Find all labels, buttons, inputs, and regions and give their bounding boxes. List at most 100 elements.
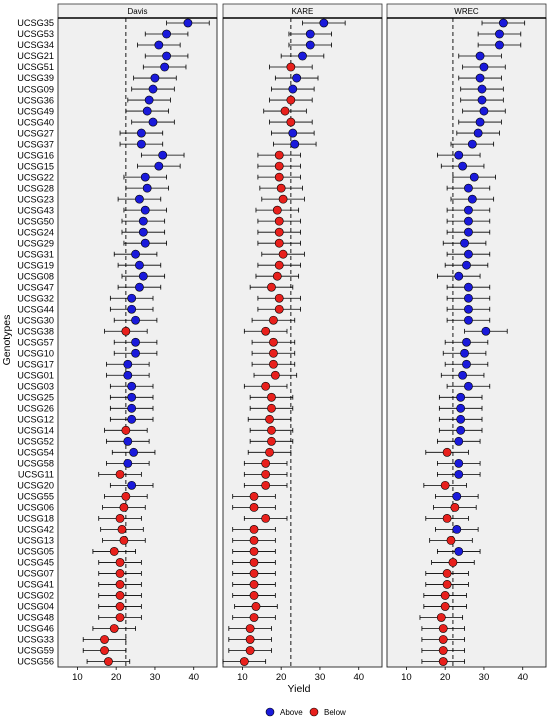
y-tick-label: UCSG58 bbox=[17, 459, 54, 469]
data-point bbox=[249, 569, 259, 578]
data-point bbox=[249, 536, 259, 545]
data-point bbox=[464, 249, 473, 259]
data-point bbox=[305, 40, 315, 50]
data-point bbox=[456, 425, 466, 435]
data-point bbox=[274, 227, 284, 237]
data-point bbox=[154, 40, 164, 50]
data-point bbox=[249, 613, 259, 622]
data-point bbox=[464, 293, 473, 303]
y-tick-label: UCSG12 bbox=[17, 415, 54, 425]
data-point bbox=[462, 359, 471, 369]
data-point bbox=[477, 84, 487, 94]
data-point bbox=[460, 238, 469, 248]
data-point bbox=[239, 657, 249, 666]
data-point bbox=[438, 657, 448, 666]
data-point bbox=[142, 106, 152, 116]
data-point bbox=[464, 381, 473, 391]
data-point bbox=[119, 536, 129, 545]
data-point bbox=[446, 536, 456, 545]
y-tick-label: UCSG38 bbox=[17, 326, 54, 336]
data-point bbox=[162, 51, 171, 61]
data-point bbox=[115, 558, 125, 567]
data-point bbox=[452, 524, 462, 534]
data-point bbox=[261, 326, 271, 336]
data-point bbox=[495, 29, 504, 39]
y-tick-label: UCSG07 bbox=[17, 569, 54, 579]
legend-label-above: Above bbox=[280, 708, 303, 717]
legend: Above Below bbox=[265, 707, 346, 717]
legend-key-above bbox=[265, 707, 275, 717]
data-point bbox=[464, 205, 473, 215]
data-point bbox=[464, 216, 473, 226]
y-tick-label: UCSG19 bbox=[17, 260, 54, 270]
data-point bbox=[249, 502, 259, 512]
data-point bbox=[261, 458, 271, 468]
y-tick-label: UCSG46 bbox=[17, 624, 54, 634]
data-point bbox=[115, 602, 125, 611]
data-point bbox=[245, 646, 255, 655]
data-point bbox=[467, 194, 477, 204]
y-tick-label: UCSG56 bbox=[17, 657, 54, 667]
data-point bbox=[249, 580, 259, 589]
data-point bbox=[115, 569, 125, 578]
data-point bbox=[464, 183, 473, 193]
data-point bbox=[127, 293, 137, 303]
panel-strip-label: Davis bbox=[127, 7, 147, 16]
data-point bbox=[269, 315, 278, 325]
data-point bbox=[160, 62, 170, 72]
x-tick-label: 20 bbox=[276, 672, 287, 683]
data-point bbox=[440, 480, 450, 490]
data-point bbox=[269, 348, 278, 358]
panel-davis: Davis 10 20 30 40 bbox=[57, 3, 218, 683]
x-tick-label: 10 bbox=[401, 672, 412, 683]
data-point bbox=[442, 580, 452, 589]
data-point bbox=[123, 359, 133, 369]
facet-panels: Davis 10 20 30 40 KARE 10 20 30 40 WREC 10 20 30 40 bbox=[57, 3, 547, 683]
y-tick-label: UCSG16 bbox=[17, 150, 54, 160]
data-point bbox=[319, 18, 329, 28]
data-point bbox=[140, 172, 150, 182]
data-point bbox=[135, 260, 144, 270]
data-point bbox=[140, 205, 150, 215]
x-axis-title: Yield bbox=[288, 683, 311, 695]
data-point bbox=[274, 238, 284, 248]
data-point bbox=[440, 602, 450, 611]
data-point bbox=[438, 646, 448, 655]
data-point bbox=[269, 359, 278, 369]
x-tick-label: 10 bbox=[237, 672, 248, 683]
y-tick-label: UCSG33 bbox=[17, 635, 54, 645]
data-point bbox=[109, 547, 119, 556]
y-tick-label: UCSG53 bbox=[17, 29, 54, 39]
data-point bbox=[121, 491, 131, 501]
data-point bbox=[127, 414, 137, 424]
y-tick-label: UCSG10 bbox=[17, 348, 54, 358]
data-point bbox=[276, 183, 286, 193]
data-point bbox=[249, 491, 259, 501]
x-tick-label: 40 bbox=[188, 672, 199, 683]
data-point bbox=[136, 128, 146, 138]
data-point bbox=[269, 337, 278, 347]
y-tick-label: UCSG13 bbox=[17, 536, 54, 546]
y-tick-labels: UCSG35UCSG53UCSG34UCSG21UCSG51UCSG39UCSG… bbox=[17, 18, 54, 667]
data-point bbox=[290, 139, 300, 149]
data-point bbox=[286, 62, 296, 72]
data-point bbox=[144, 95, 154, 105]
y-tick-label: UCSG42 bbox=[17, 525, 54, 535]
data-point bbox=[442, 447, 452, 457]
data-point bbox=[115, 469, 125, 479]
y-tick-label: UCSG25 bbox=[17, 392, 54, 402]
data-point bbox=[495, 40, 504, 50]
data-point bbox=[473, 128, 483, 138]
data-point bbox=[115, 591, 125, 600]
data-point bbox=[454, 436, 464, 446]
panel-strip-label: KARE bbox=[292, 7, 314, 16]
data-point bbox=[127, 480, 137, 490]
data-point bbox=[267, 282, 276, 292]
data-point bbox=[462, 260, 471, 270]
data-point bbox=[138, 271, 148, 281]
data-point bbox=[464, 315, 473, 325]
x-tick-label: 20 bbox=[111, 672, 122, 683]
data-point bbox=[477, 95, 487, 105]
y-tick-label: UCSG59 bbox=[17, 646, 54, 656]
y-axis-title: Genotypes bbox=[1, 315, 13, 366]
